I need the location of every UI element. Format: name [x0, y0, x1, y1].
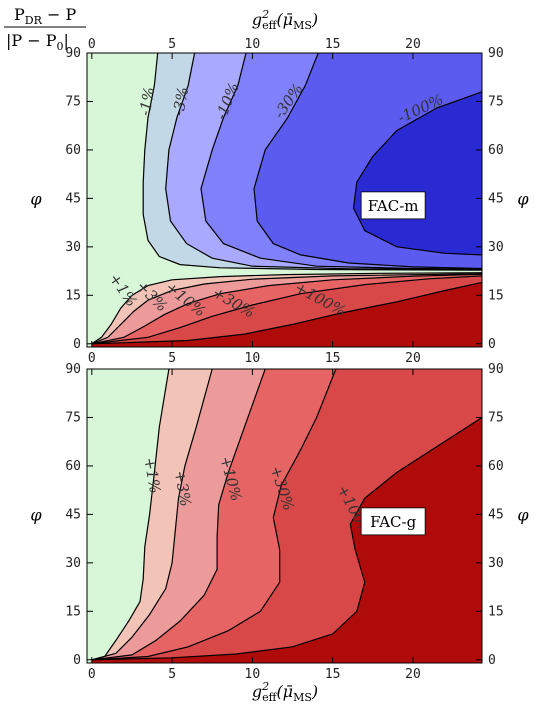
contour-line [165, 53, 482, 271]
contour-line [200, 53, 482, 270]
x-tick-label: 10 [245, 37, 261, 52]
contour-line [142, 53, 482, 271]
panel-fac-m: -1% -3% -10% -30% -100%+1%+3%+10% +30% +100%0 0… [30, 8, 529, 366]
y-tick-label-right: 30 [488, 240, 504, 255]
contour-line [91, 273, 482, 345]
panel-frame [86, 368, 483, 664]
x-tick-label: 15 [325, 667, 341, 682]
x-axis-title-part: 2 [261, 680, 269, 693]
y-tick-label-right: 45 [488, 191, 504, 206]
y-tick-label-left: 0 [73, 337, 81, 352]
x-tick-label: 0 [88, 37, 96, 52]
x-axis-title-part: ) [311, 682, 318, 701]
x-tick-label-bottom: 5 [168, 351, 176, 366]
contour-line [352, 91, 482, 256]
x-tick-label: 0 [88, 667, 96, 682]
y-tick-label-left: 90 [65, 46, 81, 61]
contour-line [91, 416, 482, 661]
y-tick-label-right: 15 [488, 288, 504, 303]
x-tick-label-bottom: 0 [88, 351, 96, 366]
y-tick-label-left: 30 [65, 240, 81, 255]
y-tick-label-right: 60 [488, 143, 504, 158]
x-axis-title-part: (μ̄ [276, 682, 293, 701]
y-axis-title-right: φ [517, 190, 529, 209]
x-axis-title-part: ) [311, 10, 318, 29]
x-axis-title: g2 eff(μ̄MS) [252, 8, 318, 32]
panel-title-box [360, 507, 426, 536]
x-axis-title-part: 2 [261, 8, 269, 21]
plot-area: -1% -3% -10% -30% -100%+1%+3%+10% +30% +100% [87, 53, 482, 347]
contour-line [91, 369, 213, 661]
y-tick-label-left: 75 [65, 94, 81, 109]
contour-line [91, 273, 482, 345]
x-axis-title-part: eff [262, 691, 278, 704]
plot-area: +1% +3% +10% +30% +100% [87, 369, 482, 663]
x-tick-label: 15 [325, 37, 341, 52]
x-tick-label-bottom: 10 [245, 351, 261, 366]
x-axis-title-part: eff [262, 19, 278, 32]
x-axis-title-part: MS [293, 691, 312, 704]
y-tick-label-right: 0 [488, 653, 496, 668]
panel-title: FAC-m [368, 197, 419, 215]
contour-line [253, 53, 482, 270]
y-tick-label-left: 60 [65, 143, 81, 158]
x-axis-title-part: g [252, 10, 262, 29]
contour-label: -3% [169, 86, 192, 118]
y-tick-label-right: 15 [488, 604, 504, 619]
contour-line [91, 369, 337, 661]
panel-title-box [360, 191, 426, 220]
x-axis-title-part: (μ̄ [276, 10, 293, 29]
y-tick-label-left: 90 [65, 362, 81, 377]
x-axis-title-part: MS [293, 19, 312, 32]
panel-frame [86, 52, 483, 348]
x-tick-label: 20 [405, 667, 421, 682]
y-axis-title-right: φ [517, 506, 529, 525]
x-axis-title: g2 eff(μ̄MS) [252, 680, 318, 704]
y-tick-label-right: 45 [488, 507, 504, 522]
corner-formula: PDR − P |P − P0| [4, 5, 86, 53]
contour-label: -1% [136, 86, 159, 118]
contour-line [91, 281, 482, 345]
x-axis-title-part: g [252, 682, 262, 701]
x-tick-label: 5 [168, 667, 176, 682]
y-tick-label-right: 90 [488, 362, 504, 377]
contour-region [91, 417, 482, 663]
x-tick-label: 20 [405, 37, 421, 52]
y-tick-label-left: 75 [65, 410, 81, 425]
formula-denominator: |P − P0| [6, 31, 69, 53]
y-tick-label-right: 60 [488, 459, 504, 474]
y-tick-label-left: 45 [65, 507, 81, 522]
formula-numerator: PDR − P [14, 5, 76, 27]
contour-line [91, 369, 170, 661]
contour-line [91, 275, 482, 345]
y-tick-label-left: 30 [65, 556, 81, 571]
contour-line [91, 272, 482, 345]
y-tick-label-right: 0 [488, 337, 496, 352]
y-axis-title: φ [30, 190, 42, 209]
x-tick-label: 5 [168, 37, 176, 52]
y-tick-label-left: 15 [65, 604, 81, 619]
y-tick-label-right: 30 [488, 556, 504, 571]
y-axis-title: φ [30, 506, 42, 525]
x-tick-label-bottom: 15 [325, 351, 341, 366]
y-tick-label-right: 90 [488, 46, 504, 61]
panel-title: FAC-g [370, 513, 416, 531]
y-tick-label-right: 75 [488, 94, 504, 109]
y-tick-label-left: 15 [65, 288, 81, 303]
x-tick-label-bottom: 20 [405, 351, 421, 366]
y-tick-label-left: 0 [73, 653, 81, 668]
contour-region [91, 282, 482, 347]
contour-line [91, 369, 266, 661]
y-tick-label-right: 75 [488, 410, 504, 425]
x-tick-label: 10 [245, 667, 261, 682]
y-tick-label-left: 60 [65, 459, 81, 474]
y-tick-label-left: 45 [65, 191, 81, 206]
